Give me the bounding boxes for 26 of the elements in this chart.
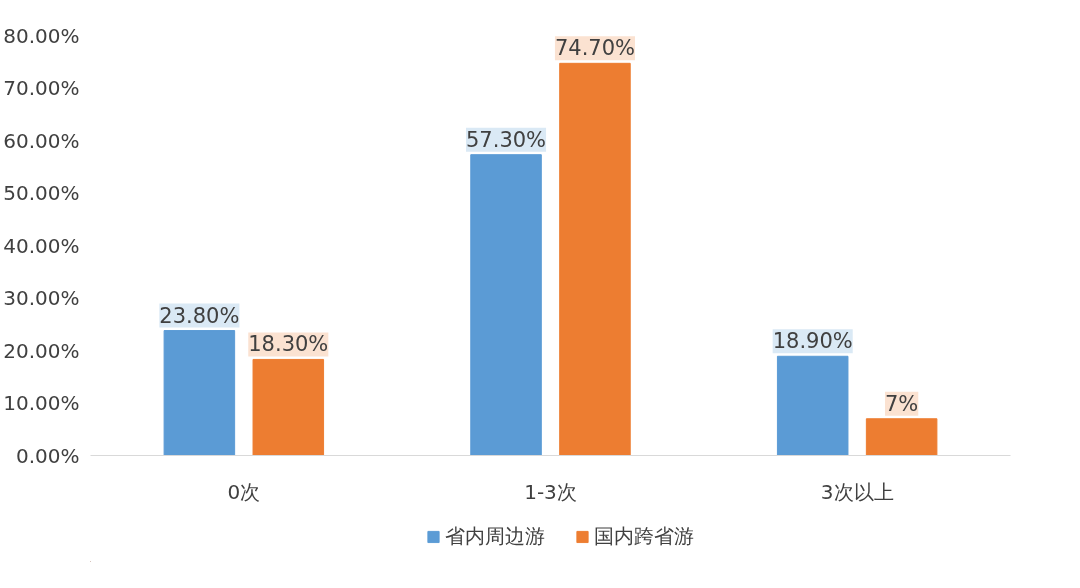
y-tick-label: 50.00%	[3, 181, 80, 205]
y-tick-label: 0.00%	[15, 443, 80, 468]
bar	[865, 418, 938, 456]
bar	[559, 62, 631, 456]
y-tick-label: 30.00%	[3, 286, 80, 310]
y-tick-label: 20.00%	[3, 338, 80, 363]
x-tick-label: 1-3次	[524, 479, 577, 504]
bar	[776, 355, 849, 456]
data-label: 74.70%	[554, 36, 636, 61]
legend-label: 省内周边游	[445, 522, 545, 550]
y-tick-label: 10.00%	[3, 391, 80, 415]
y-tick-label: 60.00%	[3, 128, 80, 153]
y-tick-label: 40.00%	[3, 233, 80, 258]
bar	[252, 358, 325, 456]
data-label: 18.90%	[772, 329, 853, 354]
bar	[163, 330, 236, 456]
data-label: 7%	[884, 391, 919, 416]
y-tick-label: 70.00%	[3, 76, 80, 100]
bar	[470, 154, 542, 456]
y-tick-label: 80.00%	[3, 23, 80, 48]
data-label: 57.30%	[466, 127, 547, 152]
x-tick-label: 0次	[227, 479, 261, 504]
legend-label: 国内跨省游	[594, 522, 694, 550]
x-tick-label: 3次以上	[820, 479, 894, 504]
data-label: 18.30%	[248, 332, 329, 357]
data-label: 23.80%	[159, 303, 240, 328]
